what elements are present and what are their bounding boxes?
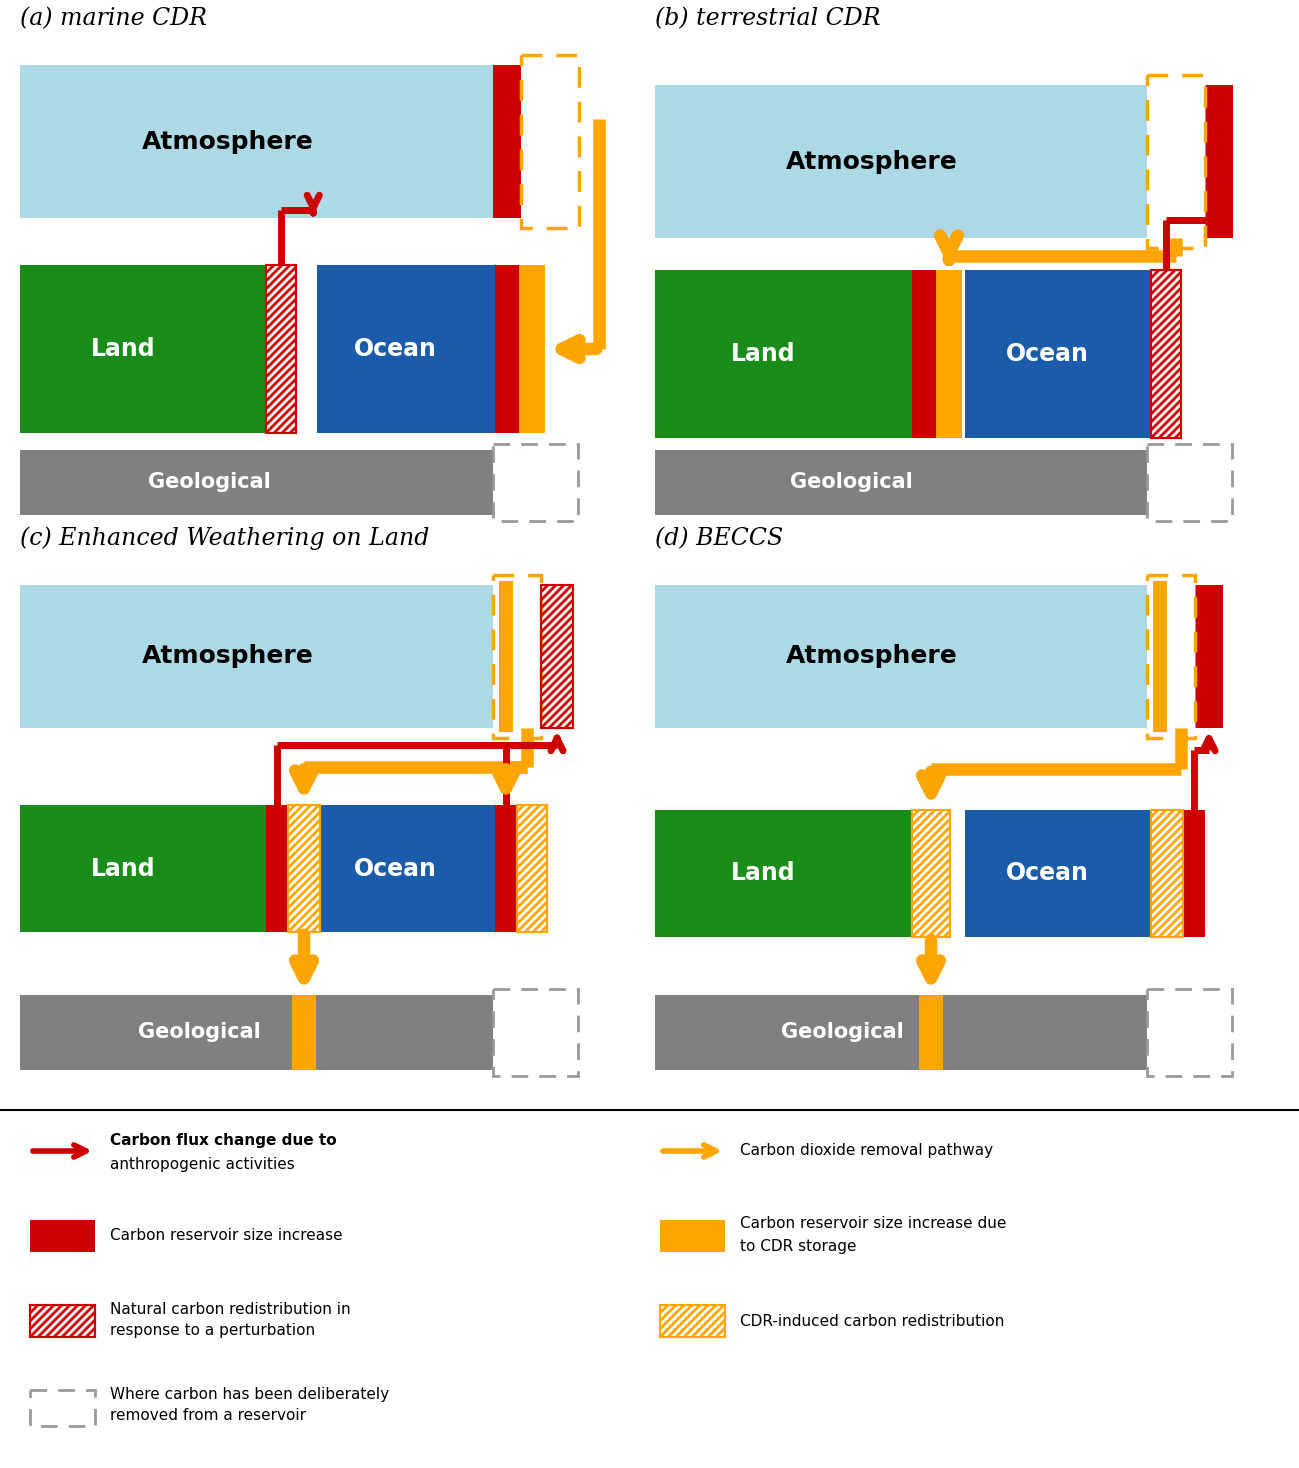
Bar (19, 586, 494, 728)
Bar (912, 270, 937, 437)
Bar (517, 804, 547, 932)
Bar (912, 810, 950, 937)
Bar (494, 65, 521, 219)
Bar (521, 54, 579, 228)
Bar (19, 65, 494, 219)
Text: (c) Enhanced Weathering on Land: (c) Enhanced Weathering on Land (19, 527, 430, 550)
Bar (965, 810, 1151, 937)
Bar (1154, 581, 1167, 733)
Bar (19, 266, 266, 433)
Bar (495, 266, 520, 433)
Bar (655, 586, 1147, 728)
Text: (b) terrestrial CDR: (b) terrestrial CDR (655, 7, 881, 29)
Text: Geological: Geological (781, 1023, 903, 1042)
Bar (540, 586, 573, 728)
Bar (317, 804, 495, 932)
Bar (1195, 586, 1222, 728)
Bar (266, 266, 296, 433)
Bar (660, 1305, 725, 1337)
Text: CDR-induced carbon redistribution: CDR-induced carbon redistribution (740, 1314, 1004, 1329)
Bar (912, 810, 950, 937)
Bar (288, 804, 320, 932)
Bar (965, 270, 1151, 437)
Bar (1151, 810, 1183, 937)
Text: (a) marine CDR: (a) marine CDR (19, 7, 207, 29)
Bar (1183, 810, 1205, 937)
Text: Ocean: Ocean (1005, 862, 1089, 885)
Text: Atmosphere: Atmosphere (786, 644, 957, 668)
Text: Geological: Geological (790, 473, 913, 492)
Bar (266, 804, 288, 932)
Text: response to a perturbation: response to a perturbation (110, 1324, 316, 1339)
Bar (19, 995, 494, 1070)
Text: Land: Land (730, 862, 795, 885)
Bar (1151, 270, 1181, 437)
Bar (655, 810, 912, 937)
Text: Land: Land (730, 342, 795, 366)
Bar (540, 586, 573, 728)
Bar (30, 1305, 95, 1337)
Text: (d) BECCS: (d) BECCS (655, 527, 783, 550)
Text: Atmosphere: Atmosphere (143, 644, 314, 668)
Text: Geological: Geological (139, 1023, 261, 1042)
Bar (494, 575, 540, 738)
Bar (19, 804, 266, 932)
Bar (19, 451, 494, 515)
Bar (288, 804, 320, 932)
Text: Ocean: Ocean (353, 338, 436, 361)
Text: anthropogenic activities: anthropogenic activities (110, 1157, 295, 1173)
Bar (1147, 443, 1231, 521)
Text: Carbon reservoir size increase due: Carbon reservoir size increase due (740, 1217, 1007, 1232)
Bar (655, 85, 1147, 238)
Text: Geological: Geological (148, 473, 270, 492)
Bar (918, 995, 943, 1070)
Bar (495, 804, 517, 932)
Bar (30, 1390, 95, 1425)
Bar (517, 804, 547, 932)
Text: Ocean: Ocean (353, 856, 436, 881)
Bar (655, 995, 1147, 1070)
Text: Natural carbon redistribution in: Natural carbon redistribution in (110, 1302, 351, 1317)
Bar (660, 1305, 725, 1337)
Bar (266, 266, 296, 433)
Bar (30, 1305, 95, 1337)
Text: Where carbon has been deliberately: Where carbon has been deliberately (110, 1386, 390, 1402)
Bar (1147, 75, 1205, 248)
Bar (494, 989, 578, 1076)
Text: Atmosphere: Atmosphere (786, 150, 957, 173)
Bar (1151, 810, 1183, 937)
Bar (1151, 270, 1181, 437)
Bar (1205, 85, 1233, 238)
Bar (655, 270, 912, 437)
Bar (494, 443, 578, 521)
Bar (30, 1220, 95, 1252)
Bar (660, 1220, 725, 1252)
Text: removed from a reservoir: removed from a reservoir (110, 1408, 307, 1424)
Text: Atmosphere: Atmosphere (143, 129, 314, 154)
Bar (1147, 989, 1231, 1076)
Text: Carbon dioxide removal pathway: Carbon dioxide removal pathway (740, 1144, 994, 1158)
Bar (520, 266, 546, 433)
Text: Land: Land (91, 338, 156, 361)
Text: Land: Land (91, 856, 156, 881)
Bar (499, 581, 513, 733)
Bar (317, 266, 495, 433)
Text: Carbon reservoir size increase: Carbon reservoir size increase (110, 1229, 343, 1243)
Text: to CDR storage: to CDR storage (740, 1239, 856, 1254)
Bar (937, 270, 963, 437)
Bar (1147, 575, 1195, 738)
Text: Carbon flux change due to: Carbon flux change due to (110, 1133, 336, 1148)
Bar (655, 451, 1147, 515)
Text: Ocean: Ocean (1005, 342, 1089, 366)
Bar (292, 995, 316, 1070)
